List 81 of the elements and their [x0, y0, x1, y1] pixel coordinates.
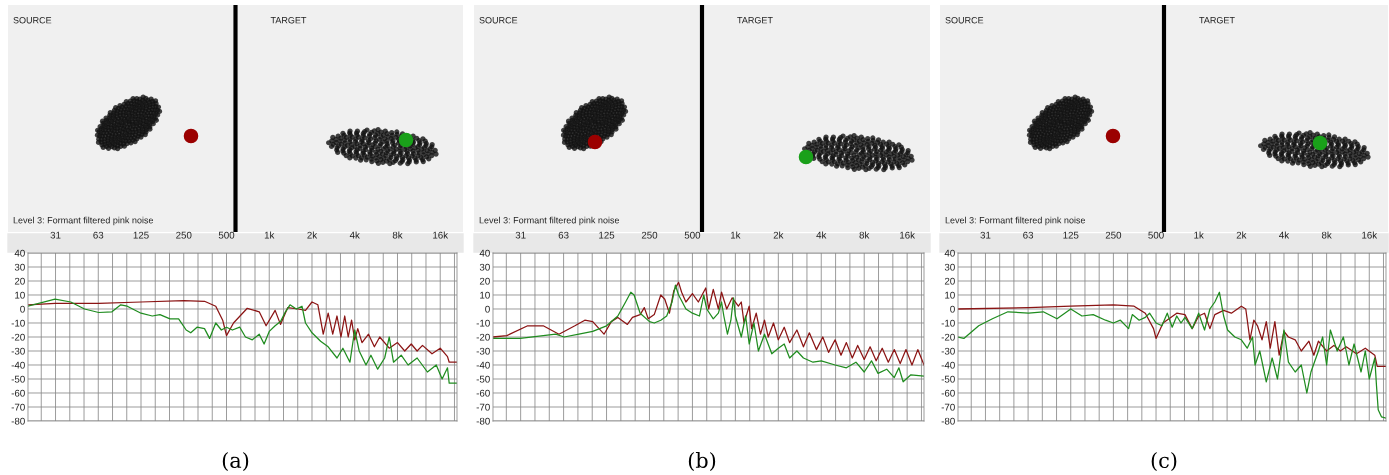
y-tick-label: 0 [20, 305, 25, 313]
y-tick-label: -10 [476, 319, 490, 327]
y-tick-label: 20 [479, 277, 490, 285]
y-tick-label: -30 [11, 347, 25, 355]
y-tick-label: 10 [945, 291, 955, 299]
y-tick-label: -20 [11, 333, 25, 341]
y-tick-label: 30 [944, 263, 955, 271]
x-tick-label: 16k [1362, 231, 1378, 239]
y-tick-label: -70 [941, 403, 955, 411]
x-tick-label: 4k [1279, 231, 1290, 239]
y-tick-label: -10 [11, 319, 25, 327]
x-tick-label: 250 [1105, 231, 1122, 239]
x-tick-label: 125 [599, 231, 615, 239]
x-tick-label: 125 [133, 231, 149, 239]
y-tick-label: -20 [476, 333, 490, 341]
y-tick-label: 40 [14, 249, 25, 257]
x-tick-label: 16k [900, 231, 915, 239]
text: TARGET [270, 17, 307, 24]
x-tick-label: 2k [1236, 231, 1247, 239]
x-tick-label: 125 [1063, 231, 1079, 239]
y-tick-label: -70 [476, 403, 490, 411]
y-tick-label: -40 [476, 361, 490, 369]
y-tick-label: 20 [944, 277, 955, 285]
y-tick-label: -80 [941, 417, 955, 425]
y-tick-label: -40 [11, 361, 25, 369]
x-tick-label: 1k [1194, 231, 1204, 239]
y-tick-label: -80 [11, 417, 25, 425]
text: Level 3: Formant filtered pink noise [479, 216, 620, 226]
y-tick-label: 40 [944, 249, 955, 257]
y-tick-label: 10 [15, 291, 25, 299]
x-tick-label: 250 [176, 231, 192, 239]
text: (b) [688, 451, 716, 471]
text: (a) [222, 451, 249, 471]
x-tick-label: 63 [1023, 231, 1034, 239]
text: SOURCE [479, 17, 518, 24]
y-tick-label: -60 [476, 389, 490, 397]
x-tick-label: 63 [558, 231, 569, 239]
text: SOURCE [13, 17, 52, 24]
x-tick-label: 500 [218, 231, 235, 239]
y-tick-label: -50 [11, 375, 25, 383]
y-tick-label: -80 [476, 417, 490, 425]
y-tick-label: 0 [485, 305, 490, 313]
x-tick-label: 8k [859, 231, 870, 239]
text: Level 3: Formant filtered pink noise [945, 216, 1086, 226]
y-tick-label: -50 [941, 375, 955, 383]
text: TARGET [1199, 17, 1235, 24]
x-tick-label: 31 [50, 231, 61, 239]
text: SOURCE [945, 17, 984, 24]
y-tick-label: 20 [14, 277, 25, 285]
y-tick-label: 30 [14, 263, 25, 271]
text: TARGET [737, 17, 773, 24]
x-tick-label: 4k [349, 231, 360, 239]
x-tick-label: 1k [264, 231, 275, 239]
x-tick-label: 4k [816, 231, 827, 239]
text: (c) [1151, 451, 1177, 471]
x-tick-label: 2k [307, 231, 318, 239]
y-tick-label: -30 [941, 347, 955, 355]
y-tick-label: -10 [941, 319, 955, 327]
y-tick-label: -70 [11, 403, 25, 411]
x-tick-label: 31 [980, 231, 991, 239]
y-tick-label: 40 [479, 249, 490, 257]
x-tick-label: 250 [641, 231, 658, 239]
x-tick-label: 2k [773, 231, 784, 239]
x-tick-label: 500 [1148, 231, 1164, 239]
x-tick-label: 1k [730, 231, 741, 239]
y-tick-label: 30 [479, 263, 490, 271]
x-tick-label: 8k [392, 231, 403, 239]
text: Level 3: Formant filtered pink noise [13, 216, 154, 226]
y-tick-label: -20 [941, 333, 955, 341]
y-tick-label: -30 [476, 347, 490, 355]
y-tick-label: 0 [950, 305, 955, 313]
y-tick-label: -50 [476, 375, 490, 383]
y-tick-label: -40 [941, 361, 955, 369]
x-tick-label: 31 [515, 231, 526, 239]
x-tick-label: 500 [684, 231, 701, 239]
x-tick-label: 16k [433, 231, 449, 239]
x-tick-label: 63 [93, 231, 104, 239]
y-tick-label: -60 [941, 389, 955, 397]
y-tick-label: -60 [11, 389, 25, 397]
y-tick-label: 10 [480, 291, 490, 299]
x-tick-label: 8k [1321, 231, 1332, 239]
